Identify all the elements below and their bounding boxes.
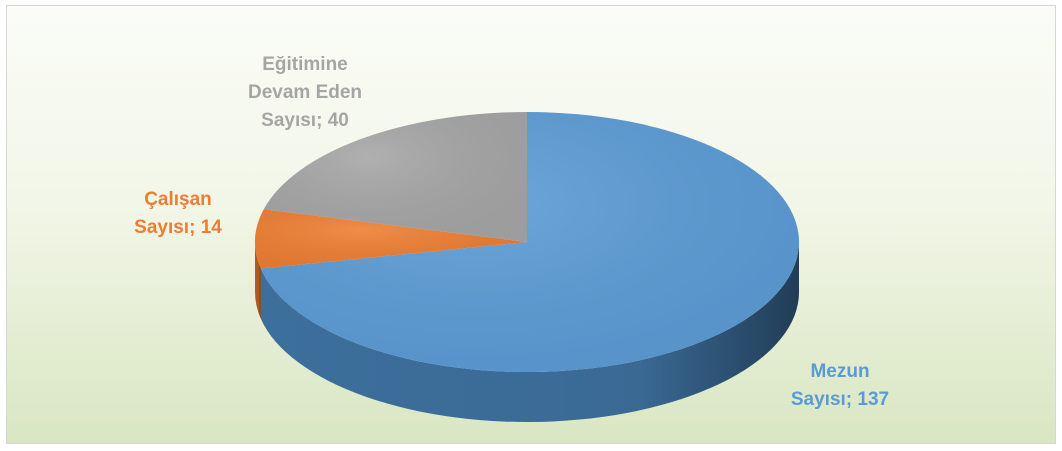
- slice--al-an-say-s--label-line: Çalışan: [144, 189, 212, 210]
- slice--al-an-say-s--label: Çalışan Sayısı; 14: [134, 189, 222, 238]
- slice--al-an-say-s--highlight: [255, 209, 527, 269]
- slice-e-itimine-devam-eden-say-s--label: Eğitimine Devam Eden Sayısı; 40: [248, 54, 362, 131]
- slice-mezun-say-s--label-line: Mezun: [810, 361, 869, 382]
- slice-e-itimine-devam-eden-say-s--highlight: [263, 112, 527, 242]
- slice--al-an-say-s--side-shade: [255, 242, 261, 319]
- pie-sides: [255, 242, 799, 422]
- slice--al-an-say-s--label-line: Sayısı; 14: [134, 217, 222, 238]
- slice-e-itimine-devam-eden-say-s--label-line: Devam Eden: [248, 82, 362, 103]
- slice-mezun-say-s--label: Mezun Sayısı; 137: [791, 361, 889, 410]
- slice-mezun-say-s--highlight: [260, 112, 799, 372]
- slice-mezun-say-s--side-shade: [260, 242, 799, 422]
- pie-labels: Mezun Sayısı; 137 Çalışan Sayısı; 14 Eğitimi…: [134, 54, 889, 410]
- slice-mezun-say-s--label-line: Sayısı; 137: [791, 389, 889, 410]
- slice-e-itimine-devam-eden-say-s--label-line: Eğitimine: [262, 54, 348, 75]
- pie-tops: [255, 112, 799, 372]
- slice-e-itimine-devam-eden-say-s--label-line: Sayısı; 40: [261, 110, 349, 131]
